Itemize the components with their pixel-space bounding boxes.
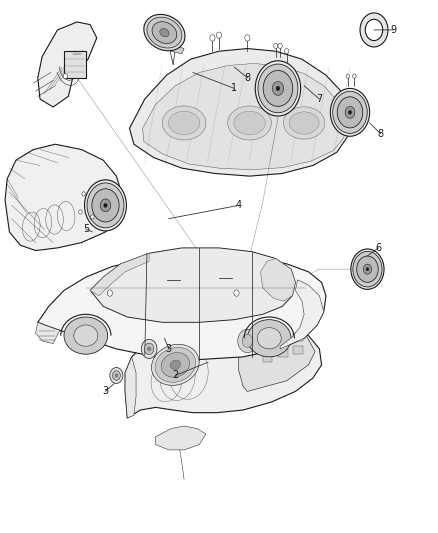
Circle shape — [333, 91, 367, 133]
Text: 4: 4 — [236, 200, 242, 211]
Polygon shape — [143, 63, 346, 169]
Ellipse shape — [160, 28, 169, 37]
Polygon shape — [171, 46, 184, 54]
Circle shape — [351, 249, 384, 289]
Circle shape — [274, 43, 278, 49]
Circle shape — [110, 368, 123, 383]
Ellipse shape — [147, 17, 182, 48]
Circle shape — [148, 347, 151, 351]
Ellipse shape — [162, 106, 206, 140]
Circle shape — [353, 252, 382, 287]
Text: 2: 2 — [172, 370, 178, 381]
Circle shape — [357, 256, 378, 282]
Circle shape — [238, 329, 257, 353]
Bar — [293, 346, 303, 354]
Circle shape — [348, 110, 352, 114]
Text: 1: 1 — [231, 83, 237, 93]
Polygon shape — [280, 280, 324, 349]
Text: 8: 8 — [378, 128, 384, 139]
Polygon shape — [261, 259, 295, 301]
Polygon shape — [64, 51, 86, 78]
Ellipse shape — [283, 107, 325, 139]
Circle shape — [353, 74, 356, 78]
Polygon shape — [223, 322, 315, 391]
Polygon shape — [90, 253, 149, 296]
Circle shape — [285, 49, 289, 54]
Circle shape — [107, 290, 113, 296]
Ellipse shape — [234, 111, 265, 135]
Ellipse shape — [152, 22, 177, 44]
Circle shape — [141, 340, 157, 359]
Circle shape — [210, 35, 215, 41]
Polygon shape — [90, 248, 295, 322]
Circle shape — [94, 197, 97, 201]
Circle shape — [85, 180, 127, 231]
Circle shape — [258, 64, 298, 113]
Ellipse shape — [289, 112, 319, 134]
Polygon shape — [38, 22, 97, 107]
Ellipse shape — [152, 344, 199, 385]
Circle shape — [363, 264, 371, 274]
Circle shape — [234, 290, 239, 296]
Circle shape — [360, 13, 388, 47]
Polygon shape — [38, 256, 326, 360]
Polygon shape — [130, 49, 350, 176]
Text: 6: 6 — [375, 243, 381, 253]
Text: 9: 9 — [391, 25, 397, 35]
Circle shape — [100, 199, 111, 212]
Circle shape — [345, 107, 355, 118]
Bar — [278, 349, 288, 357]
Ellipse shape — [74, 325, 98, 346]
Circle shape — [82, 192, 85, 196]
Text: 5: 5 — [83, 224, 89, 235]
Circle shape — [272, 82, 284, 95]
Circle shape — [216, 32, 222, 38]
Circle shape — [79, 210, 82, 214]
Circle shape — [63, 74, 67, 79]
Ellipse shape — [228, 106, 272, 140]
Circle shape — [145, 343, 154, 354]
Ellipse shape — [144, 14, 185, 51]
Circle shape — [337, 97, 363, 128]
Ellipse shape — [64, 317, 108, 354]
Circle shape — [276, 86, 280, 91]
Circle shape — [113, 370, 120, 380]
Circle shape — [87, 183, 124, 228]
Circle shape — [330, 88, 370, 136]
Circle shape — [365, 19, 383, 41]
Bar — [263, 354, 272, 362]
Ellipse shape — [168, 111, 200, 135]
Circle shape — [92, 189, 119, 222]
Polygon shape — [125, 357, 136, 418]
Text: 8: 8 — [244, 73, 251, 83]
Circle shape — [115, 374, 118, 377]
Polygon shape — [5, 144, 123, 251]
Circle shape — [263, 70, 293, 107]
Circle shape — [366, 268, 369, 271]
Ellipse shape — [170, 360, 181, 369]
Ellipse shape — [155, 348, 196, 382]
Ellipse shape — [257, 328, 281, 349]
Polygon shape — [35, 322, 60, 344]
Text: 3: 3 — [102, 386, 109, 397]
Polygon shape — [155, 426, 206, 450]
Text: 7: 7 — [316, 94, 322, 104]
Circle shape — [346, 74, 350, 78]
Ellipse shape — [247, 320, 291, 357]
Text: 3: 3 — [166, 344, 172, 354]
Polygon shape — [125, 317, 321, 418]
Ellipse shape — [161, 352, 190, 377]
Circle shape — [104, 203, 107, 207]
Circle shape — [255, 61, 300, 116]
Circle shape — [242, 335, 253, 348]
Bar — [293, 333, 303, 341]
Circle shape — [278, 43, 283, 49]
Bar — [263, 341, 272, 349]
Circle shape — [91, 215, 94, 219]
Bar — [278, 336, 288, 344]
Circle shape — [245, 35, 250, 41]
